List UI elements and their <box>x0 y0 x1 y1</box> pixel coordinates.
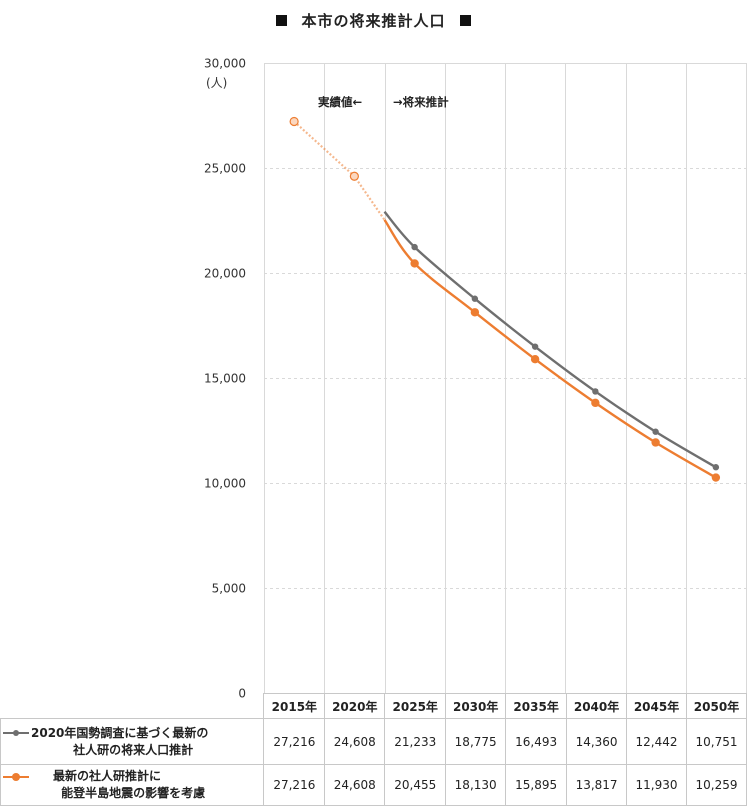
table-cell: 24,608 <box>324 718 386 765</box>
y-tick-label: 5,000 <box>212 582 246 596</box>
table-cell: 27,216 <box>263 764 326 806</box>
table-cell: 27,216 <box>263 718 326 765</box>
series-1-point <box>592 388 599 395</box>
x-tick-label: 2015年 <box>263 693 326 719</box>
chart-title: 本市の将来推計人口 <box>0 10 747 31</box>
legend-label-line2: 能登半島地震の影響を考慮 <box>61 786 206 800</box>
square-bullet-icon <box>276 15 288 26</box>
chart-title-text: 本市の将来推計人口 <box>301 12 446 30</box>
y-tick-label: 10,000 <box>204 477 246 491</box>
x-tick-label: 2025年 <box>384 693 447 719</box>
series-2-point <box>530 355 540 364</box>
data-table: 2015年 2020年 2025年 2030年 2035年 2040年 2045… <box>0 693 747 806</box>
series-2-actual-line <box>293 120 386 221</box>
legend-series-2: 最新の社人研推計に 能登半島地震の影響を考慮 <box>0 764 265 806</box>
series-2-point <box>591 398 600 408</box>
gray-line-marker-icon <box>3 728 29 738</box>
y-tick-label: 30,000 <box>204 57 246 71</box>
table-cell: 18,130 <box>445 764 507 806</box>
table-cell: 18,775 <box>445 718 507 765</box>
legend-series-1: 2020年国勢調査に基づく最新の 社人研の将来人口推計 <box>0 718 265 765</box>
annotation-forecast: →将来推計 <box>393 95 449 109</box>
table-cell: 10,259 <box>686 764 747 806</box>
series-2-point <box>470 308 480 317</box>
table-row-series-1: 2020年国勢調査に基づく最新の 社人研の将来人口推計 27,216 24,60… <box>0 718 747 765</box>
table-row-series-2: 最新の社人研推計に 能登半島地震の影響を考慮 27,216 24,608 20,… <box>0 764 747 806</box>
table-cell: 12,442 <box>626 718 687 765</box>
table-cell: 10,751 <box>686 718 747 765</box>
y-axis-ticks: 0 5,000 10,000 15,000 20,000 25,000 30,000 <box>204 57 246 701</box>
table-cell: 21,233 <box>384 718 447 765</box>
annotation-actual: 実績値← <box>318 95 362 109</box>
y-axis-label: (人) <box>206 76 227 90</box>
table-cell: 13,817 <box>566 764 628 806</box>
table-cell: 15,895 <box>505 764 568 806</box>
table-corner <box>0 693 265 719</box>
orange-line-marker-icon <box>3 772 29 782</box>
x-tick-label: 2045年 <box>626 693 687 719</box>
series-2-point <box>651 438 660 447</box>
table-cell: 24,608 <box>324 764 386 806</box>
x-tick-label: 2020年 <box>324 693 386 719</box>
series-1-point <box>531 343 539 350</box>
y-tick-label: 20,000 <box>204 267 246 281</box>
series-1-point <box>411 243 418 251</box>
chart-series <box>289 116 721 482</box>
x-tick-label: 2035年 <box>505 693 568 719</box>
chart-grid <box>264 63 747 693</box>
legend-label-line2: 社人研の将来人口推計 <box>73 742 194 757</box>
legend-label-line1: 最新の社人研推計に <box>53 769 162 783</box>
line-chart: 0 5,000 10,000 15,000 20,000 25,000 30,000 (人)… <box>204 57 747 701</box>
series-1-point <box>471 295 479 302</box>
x-tick-label: 2030年 <box>445 693 507 719</box>
y-tick-label: 25,000 <box>204 162 246 176</box>
series-1-point <box>712 464 720 471</box>
table-cell: 14,360 <box>566 718 628 765</box>
table-cell: 20,455 <box>384 764 447 806</box>
series-1-point <box>652 428 659 435</box>
x-tick-label: 2050年 <box>686 693 747 719</box>
series-2-point <box>410 259 419 268</box>
series-2-point <box>711 473 721 482</box>
series-2-actual-point <box>289 116 299 127</box>
table-cell: 11,930 <box>626 764 687 806</box>
series-1-forecast-line <box>383 210 717 469</box>
table-cell: 16,493 <box>505 718 568 765</box>
square-bullet-icon <box>459 15 471 26</box>
series-2-actual-point <box>349 171 359 181</box>
x-tick-label: 2040年 <box>566 693 628 719</box>
table-header-row: 2015年 2020年 2025年 2030年 2035年 2040年 2045… <box>0 693 747 719</box>
y-tick-label: 15,000 <box>204 372 246 386</box>
y-tick-label: 0 <box>238 687 246 701</box>
legend-label-line1: 2020年国勢調査に基づく最新の <box>31 725 209 740</box>
